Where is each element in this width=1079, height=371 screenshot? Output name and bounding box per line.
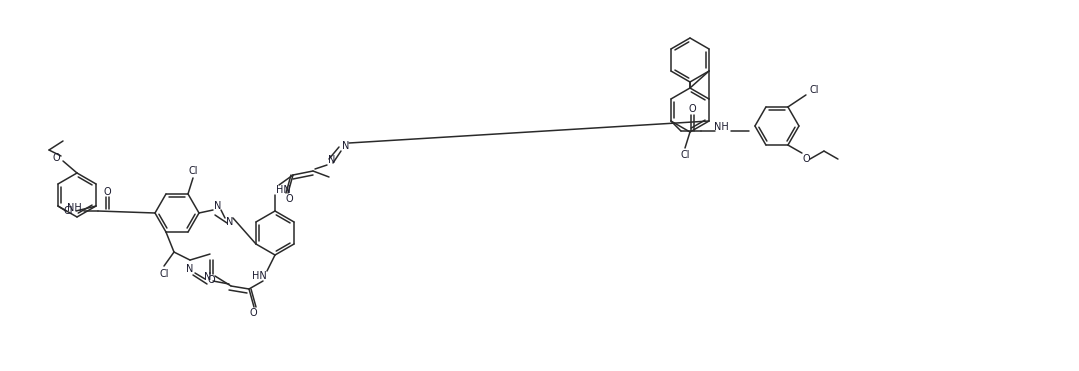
Text: Cl: Cl xyxy=(809,85,819,95)
Text: NH: NH xyxy=(713,122,728,132)
Text: O: O xyxy=(52,153,59,163)
Text: N: N xyxy=(328,155,336,165)
Text: NH: NH xyxy=(67,203,81,213)
Text: HN: HN xyxy=(275,185,290,195)
Text: N: N xyxy=(204,272,211,282)
Text: Cl: Cl xyxy=(64,206,72,216)
Text: O: O xyxy=(249,308,257,318)
Text: O: O xyxy=(285,194,292,204)
Text: O: O xyxy=(207,275,215,285)
Text: O: O xyxy=(688,104,696,114)
Text: Cl: Cl xyxy=(680,150,689,160)
Text: N: N xyxy=(187,264,194,274)
Text: N: N xyxy=(215,201,221,211)
Text: Cl: Cl xyxy=(160,269,168,279)
Text: HN: HN xyxy=(251,271,267,281)
Text: N: N xyxy=(342,141,350,151)
Text: N: N xyxy=(227,217,234,227)
Text: Cl: Cl xyxy=(188,166,197,176)
Text: O: O xyxy=(104,187,111,197)
Text: O: O xyxy=(802,154,809,164)
